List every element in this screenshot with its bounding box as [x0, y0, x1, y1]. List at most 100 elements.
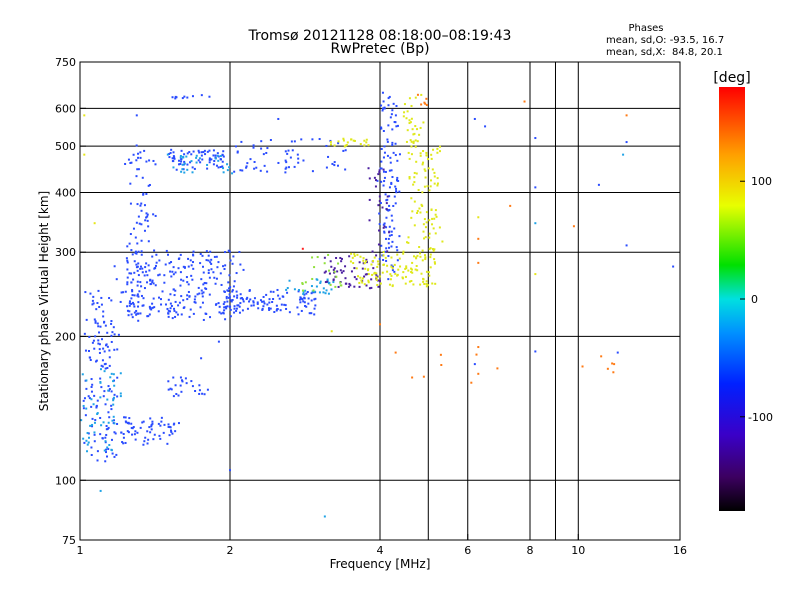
data-point: [136, 269, 139, 272]
data-point: [191, 171, 194, 174]
data-point: [187, 265, 190, 268]
data-point: [104, 436, 107, 439]
data-point: [204, 153, 207, 156]
data-point: [434, 209, 437, 212]
data-point: [151, 255, 154, 258]
data-point: [224, 251, 227, 254]
data-point: [232, 285, 235, 288]
data-point: [236, 151, 239, 154]
data-point: [363, 275, 366, 278]
data-point: [312, 289, 315, 292]
data-point: [266, 303, 269, 306]
data-point: [186, 298, 189, 301]
data-point: [365, 141, 368, 144]
data-point: [433, 182, 436, 185]
data-point: [99, 377, 102, 380]
data-point: [384, 237, 387, 240]
data-point: [222, 265, 225, 268]
data-point: [148, 313, 151, 316]
data-point: [190, 264, 193, 267]
data-point: [477, 261, 480, 264]
data-point: [87, 395, 90, 398]
data-point: [132, 278, 135, 281]
data-point: [104, 324, 107, 327]
data-point: [410, 153, 413, 156]
data-point: [128, 417, 131, 420]
data-point: [131, 427, 134, 430]
data-point: [388, 283, 391, 286]
data-point: [207, 259, 210, 262]
data-point: [125, 421, 128, 424]
data-point: [386, 154, 389, 157]
data-point: [358, 281, 361, 284]
data-point: [213, 160, 216, 163]
data-point: [136, 294, 139, 297]
data-point: [390, 113, 393, 116]
data-point: [438, 145, 441, 148]
data-point: [296, 153, 299, 156]
data-point: [163, 423, 166, 426]
data-point: [268, 298, 271, 301]
data-point: [181, 97, 184, 100]
data-point: [222, 167, 225, 170]
data-point: [137, 262, 140, 265]
data-point: [359, 276, 362, 279]
data-point: [146, 442, 149, 445]
data-point: [100, 296, 103, 299]
data-point: [193, 301, 196, 304]
data-point: [178, 163, 181, 166]
data-point: [286, 287, 289, 290]
data-point: [350, 138, 353, 141]
data-point: [139, 281, 142, 284]
data-point: [298, 298, 301, 301]
data-point: [391, 284, 394, 287]
data-point: [252, 304, 255, 307]
data-point: [108, 349, 111, 352]
data-point: [432, 148, 435, 151]
data-point: [344, 277, 347, 280]
data-point: [161, 290, 164, 293]
data-point: [169, 307, 172, 310]
data-point: [384, 256, 387, 259]
data-point: [389, 156, 392, 159]
data-point: [383, 106, 386, 109]
data-point: [134, 251, 137, 254]
data-point: [407, 151, 410, 154]
data-point: [149, 307, 152, 310]
data-point: [229, 308, 232, 311]
data-point: [413, 200, 416, 203]
data-point: [383, 222, 386, 225]
data-point: [311, 138, 314, 141]
data-point: [188, 295, 191, 298]
data-point: [386, 250, 389, 253]
data-point: [124, 290, 127, 293]
data-point: [385, 199, 388, 202]
data-point: [85, 387, 88, 390]
data-point: [368, 177, 371, 180]
data-point: [182, 265, 185, 268]
data-point: [89, 424, 92, 427]
data-point: [132, 426, 135, 429]
data-point: [193, 167, 196, 170]
data-point: [97, 339, 100, 342]
data-point: [102, 395, 105, 398]
data-point: [382, 156, 385, 159]
data-point: [199, 262, 202, 265]
data-point: [197, 149, 200, 152]
data-point: [332, 281, 335, 284]
data-point: [88, 397, 91, 400]
data-point: [419, 255, 422, 258]
data-point: [142, 193, 145, 196]
data-point: [356, 253, 359, 256]
data-point: [151, 306, 154, 309]
data-point: [103, 363, 106, 366]
data-point: [383, 145, 386, 148]
data-point: [410, 140, 413, 143]
data-point: [172, 266, 175, 269]
data-point: [378, 171, 381, 174]
data-point: [434, 213, 437, 216]
data-point: [200, 154, 203, 157]
data-point: [112, 419, 115, 422]
data-point: [275, 308, 278, 311]
data-point: [110, 322, 113, 325]
